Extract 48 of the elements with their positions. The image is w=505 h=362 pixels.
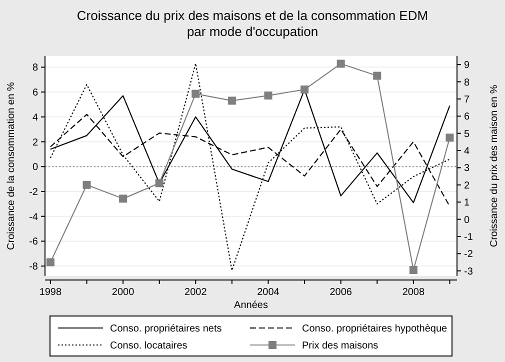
point xyxy=(228,96,236,105)
legend-label: Conso. propriétaires nets xyxy=(110,324,222,334)
point xyxy=(119,194,128,203)
y2-tick-label: 1 xyxy=(464,198,470,209)
y-tick-label: -4 xyxy=(29,212,38,223)
legend-label: Conso. locataires xyxy=(110,340,188,352)
y-tick-label: -6 xyxy=(29,236,38,248)
point xyxy=(446,134,454,142)
x-tick-label: 2006 xyxy=(330,287,352,298)
point xyxy=(192,90,200,98)
x-tick-label: 2002 xyxy=(184,287,208,298)
point xyxy=(409,266,418,274)
y-tick-label: 0 xyxy=(32,162,38,174)
x-tick-label: 1998 xyxy=(39,287,62,298)
y2-tick-label: 3 xyxy=(464,163,470,174)
point xyxy=(264,92,272,100)
y-tick-label: 4 xyxy=(32,112,38,124)
y2-tick-label: 7 xyxy=(464,94,470,106)
y2-tick-label: 5 xyxy=(464,128,470,140)
y-tick-label: 2 xyxy=(32,137,38,148)
point xyxy=(46,258,54,266)
x-tick-label: 2008 xyxy=(402,287,425,298)
y2-tick-label: 2 xyxy=(464,180,470,192)
legend-label: Prix des maisons xyxy=(302,340,378,352)
chart-title: Croissance du prix des maisons et de la consommation EDM par mode d'occupation xyxy=(76,8,428,39)
y2-tick-label: 0 xyxy=(464,214,470,226)
x-tick-label: 2004 xyxy=(257,287,280,298)
x-axis-title: Années xyxy=(234,300,268,311)
y2-tick-label: 4 xyxy=(464,146,470,158)
y-tick-label: -8 xyxy=(29,262,38,273)
point xyxy=(336,60,345,68)
point xyxy=(82,180,91,189)
y-tick-label: 6 xyxy=(32,88,38,99)
x-tick-label: 2000 xyxy=(112,287,135,298)
legend-label: Conso. propriétaires hypothèque xyxy=(302,324,448,334)
y2-tick-label: -2 xyxy=(464,249,474,260)
y-tick-label: 8 xyxy=(32,62,38,74)
y-axis-title: Croissance de la consommation en % xyxy=(6,82,17,250)
y2-tick-label: -3 xyxy=(464,266,474,278)
y2-tick-label: 8 xyxy=(464,77,470,88)
y2-axis-title: Croissance du prix des maison en % xyxy=(489,84,500,248)
point xyxy=(300,86,309,94)
point xyxy=(373,72,382,80)
y2-tick-label: 9 xyxy=(464,60,470,72)
point xyxy=(155,179,164,188)
y-tick-label: -2 xyxy=(29,186,38,198)
y2-tick-label: -1 xyxy=(464,232,474,243)
y2-tick-label: 6 xyxy=(464,112,470,123)
